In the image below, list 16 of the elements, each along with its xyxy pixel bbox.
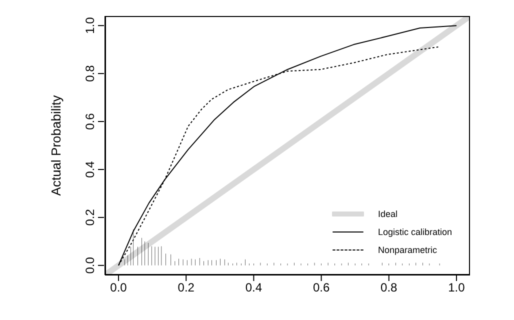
y-tick-label: 0.2 [83,208,97,226]
y-tick-label: 0.6 [83,112,97,130]
x-tick-label: 0.0 [110,280,128,295]
legend-label: Logistic calibration [378,227,452,237]
legend-label: Ideal [378,209,398,219]
y-tick-label: 0.8 [83,64,97,82]
y-tick-label: 1.0 [83,16,97,34]
x-tick-label: 0.6 [312,280,330,295]
y-tick-label: 0.4 [83,160,97,178]
x-tick-label: 0.8 [380,280,398,295]
x-tick-label: 0.2 [178,280,195,295]
x-tick-label: 0.4 [245,280,262,295]
y-tick-label: 0.0 [83,256,97,274]
y-axis-title: Actual Probability [48,94,64,196]
legend-label: Nonparametric [378,245,437,255]
x-tick-label: 1.0 [448,280,466,295]
